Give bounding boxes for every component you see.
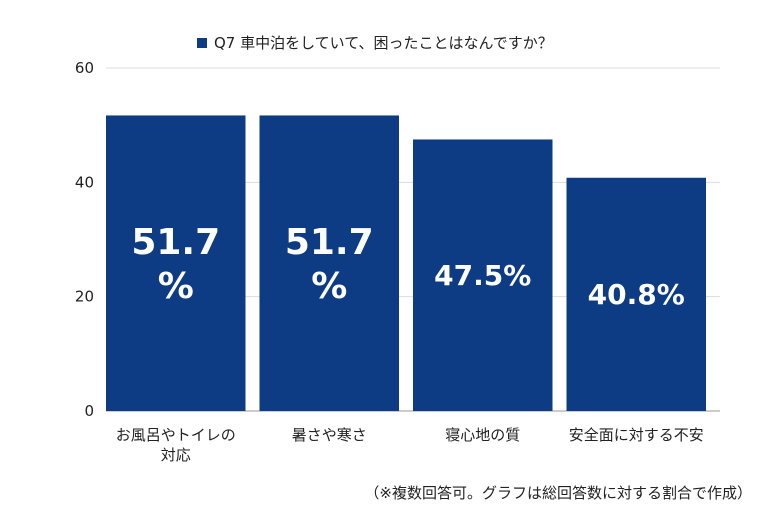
bar [566,177,706,411]
x-category-label: 寝心地の質 [445,426,520,444]
data-label: % [158,266,194,307]
bar [106,115,246,411]
x-category-label: お風呂やトイレの [116,426,236,444]
data-label: 40.8% [588,278,685,311]
x-category-label: 安全面に対する不安 [569,426,704,444]
y-tick-label: 0 [84,402,94,420]
x-category-label: 対応 [161,446,191,464]
data-label: 47.5% [434,259,531,292]
data-label: 51.7 [131,222,220,263]
data-label: % [311,266,347,307]
bar [413,139,553,412]
y-tick-label: 20 [75,288,94,306]
y-tick-label: 60 [75,59,94,77]
x-category-label: 暑さや寒さ [292,426,367,444]
y-tick-label: 40 [75,173,94,191]
legend-label: Q7 車中泊をしていて、困ったことはなんですか？ [214,34,553,52]
legend-swatch [197,38,207,48]
data-label: 51.7 [285,222,374,263]
bar [259,115,399,411]
footnote: （※複数回答可。グラフは総回答数に対する割合で作成） [364,484,752,502]
